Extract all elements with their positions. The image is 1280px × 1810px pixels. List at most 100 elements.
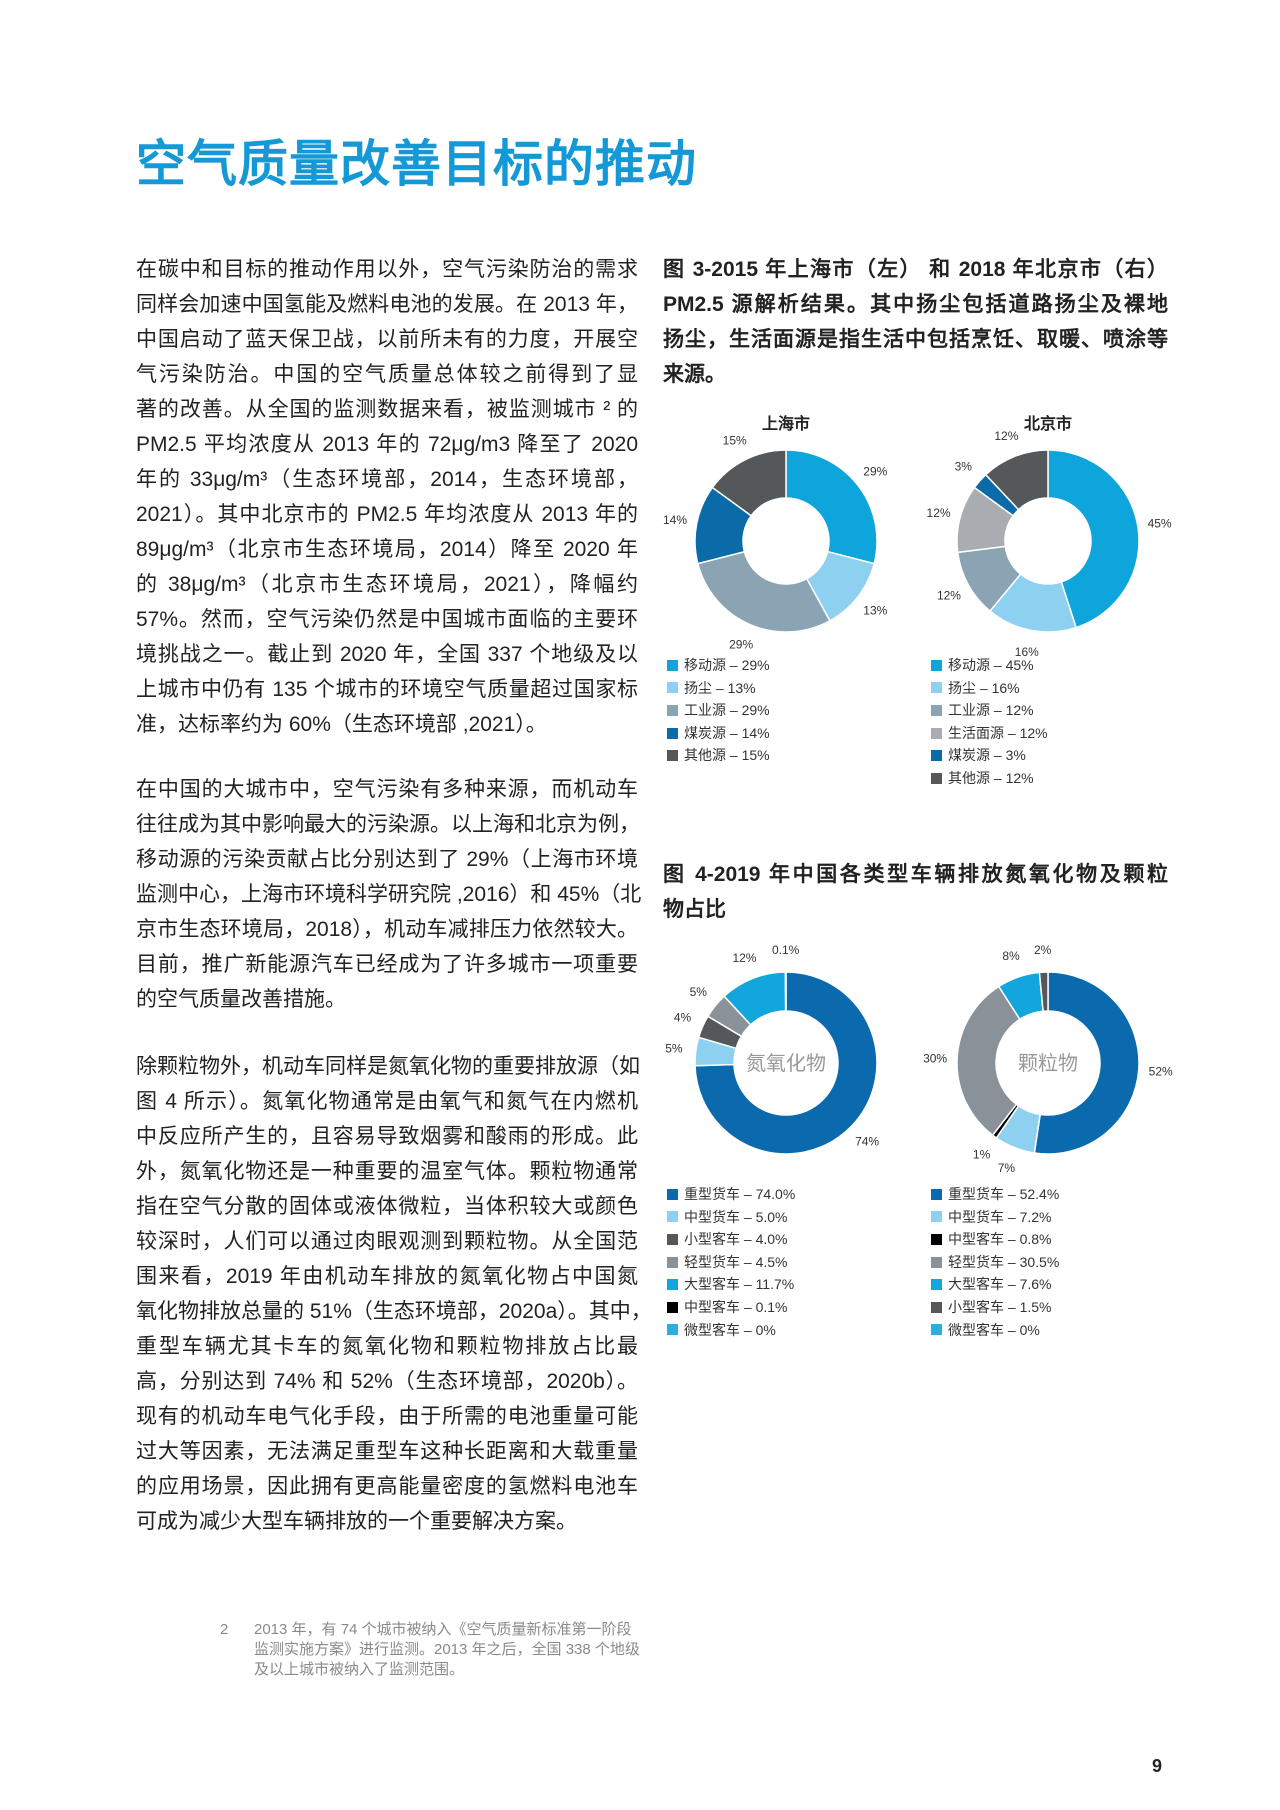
legend-item: 移动源 – 29% xyxy=(667,654,770,677)
text-line: 上城市中仍有 135 个城市的环境空气质量超过国家标 xyxy=(136,678,638,701)
legend-swatch xyxy=(931,682,942,694)
data-label: 5% xyxy=(665,1042,683,1056)
legend-swatch xyxy=(667,704,678,716)
text-line: 中反应所产生的，且容易导致烟雾和酸雨的形成。此 xyxy=(136,1125,638,1148)
data-label: 12% xyxy=(994,429,1018,443)
text-line: 图 4 所示）。氮氧化物通常是由氧气和氮气在内燃机 xyxy=(136,1090,638,1113)
legend-swatch xyxy=(931,659,942,671)
legend-label: 扬尘 – 13% xyxy=(684,679,756,696)
chart-title: 北京市 xyxy=(1023,416,1073,433)
text-line: 高，分别达到 74% 和 52%（生态环境部，2020b）。 xyxy=(136,1370,638,1393)
legend-swatch xyxy=(667,659,678,671)
text-line: 围来看，2019 年由机动车排放的氮氧化物占中国氮 xyxy=(136,1265,638,1288)
legend-item: 扬尘 – 13% xyxy=(667,677,770,700)
legend-item: 大型客车 – 11.7% xyxy=(667,1273,795,1296)
text-line: 的应用场景，因此拥有更高能量密度的氢燃料电池车 xyxy=(136,1475,638,1498)
text-line: 监测中心，上海市环境科学研究院 ,2016）和 45%（北 xyxy=(136,883,642,906)
caption-line: 来源。 xyxy=(663,363,726,386)
legend-label: 重型货车 – 74.0% xyxy=(684,1186,796,1202)
legend-swatch xyxy=(931,1279,942,1291)
data-label: 13% xyxy=(863,603,887,617)
caption-line: PM2.5 源解析结果。其中扬尘包括道路扬尘及裸地 xyxy=(663,293,1168,316)
donut-chart: 29% 13% 29% 14% 15% xyxy=(663,433,888,651)
legend-label: 移动源 – 29% xyxy=(684,657,770,673)
legend-label: 微型客车 – 0% xyxy=(948,1321,1040,1338)
legend-label: 移动源 – 45% xyxy=(948,657,1034,673)
data-label: 74% xyxy=(855,1135,879,1149)
legend-swatch xyxy=(931,1233,942,1245)
donut-slice xyxy=(711,449,787,517)
paragraph: 在碳中和目标的推动作用以外，空气污染防治的需求 同样会加速中国氢能及燃料电池的发展… xyxy=(136,252,638,742)
data-label: 45% xyxy=(1148,516,1172,530)
text-line: 较深时，人们可以通过肉眼观测到颗粒物。从全国范 xyxy=(136,1230,638,1253)
donut-slice xyxy=(785,449,878,565)
footnote-text: 2013 年，有 74 个城市被纳入《空气质量新标准第一阶段监测实施方案》进行监… xyxy=(254,1621,640,1678)
legend-item: 其他源 – 15% xyxy=(667,744,770,767)
legend-swatch xyxy=(931,772,942,784)
text-line: 可成为减少大型车辆排放的一个重要解决方案。 xyxy=(136,1510,577,1533)
text-line: 著的改善。从全国的监测数据来看，被监测城市 ² 的 xyxy=(136,398,638,421)
text-line: PM2.5 平均浓度从 2013 年的 72μg/m3 降至了 2020 xyxy=(136,433,638,456)
data-label: 7% xyxy=(998,1161,1016,1175)
legend-swatch xyxy=(667,1233,678,1245)
chart-legend: 重型货车 – 74.0% 中型货车 – 5.0% 小型客车 – 4.0% 轻型货车 –… xyxy=(667,1183,795,1341)
caption-line: 扬尘，生活面源是指生活中包括烹饪、取暖、喷涂等 xyxy=(663,328,1168,351)
donut-slice xyxy=(1038,971,1049,1013)
legend-item: 微型客车 – 0% xyxy=(667,1319,795,1342)
legend-swatch xyxy=(667,727,678,739)
legend-item: 中型客车 – 0.8% xyxy=(931,1228,1059,1251)
legend-label: 大型客车 – 7.6% xyxy=(948,1276,1052,1293)
text-line: 的 38μg/m³（北京市生态环境局，2021），降幅约 xyxy=(136,573,638,596)
legend-item: 移动源 – 45% xyxy=(931,654,1048,677)
data-label: 30% xyxy=(923,1051,947,1065)
legend-label: 煤炭源 – 14% xyxy=(684,724,770,741)
figure-3-caption: 图 3-2015 年上海市（左） 和 2018 年北京市（右） PM2.5 源解析… xyxy=(663,252,1168,392)
legend-item: 小型客车 – 4.0% xyxy=(667,1228,795,1251)
data-label: 14% xyxy=(663,513,687,527)
chart-legend: 移动源 – 29% 扬尘 – 13% 工业源 – 29% 煤炭源 – 14% 其他源 –… xyxy=(667,654,770,767)
paragraph: 除颗粒物外，机动车同样是氮氧化物的重要排放源（如图 4 所示）。氮氧化物通常是由… xyxy=(136,1049,652,1539)
donut-slice xyxy=(694,971,878,1155)
legend-item: 煤炭源 – 14% xyxy=(667,722,770,745)
legend-label: 重型货车 – 52.4% xyxy=(948,1186,1060,1202)
legend-swatch xyxy=(667,1279,678,1291)
chart-legend: 重型货车 – 52.4% 中型货车 – 7.2% 中型客车 – 0.8% 轻型货车 –… xyxy=(931,1183,1059,1341)
legend-swatch xyxy=(667,1256,678,1268)
legend-item: 工业源 – 29% xyxy=(667,699,770,722)
legend-swatch xyxy=(931,1188,942,1200)
donut-chart: 45% 16% 12% 12% 3% 12% xyxy=(927,429,1172,659)
text-line: 中国启动了蓝天保卫战，以前所未有的力度，开展空 xyxy=(136,328,638,351)
donut-slice xyxy=(1047,449,1140,629)
legend-item: 其他源 – 12% xyxy=(931,767,1048,790)
text-line: 移动源的污染贡献占比分别达到了 29%（上海市环境 xyxy=(136,848,638,871)
legend-label: 轻型货车 – 30.5% xyxy=(948,1253,1060,1270)
text-line: 京市生态环境局，2018），机动车减排压力依然较大。 xyxy=(136,918,638,941)
text-line: 指在空气分散的固体或液体微粒，当体积较大或颜色 xyxy=(136,1195,638,1218)
legend-label: 工业源 – 29% xyxy=(684,702,770,719)
donut-slice xyxy=(984,449,1049,511)
legend-item: 轻型货车 – 30.5% xyxy=(931,1251,1059,1274)
caption-line: 图 3-2015 年上海市（左） 和 2018 年北京市（右） xyxy=(663,258,1168,281)
legend-label: 中型货车 – 5.0% xyxy=(684,1208,788,1225)
data-label: 2% xyxy=(1034,943,1052,957)
text-line: 除颗粒物外，机动车同样是氮氧化物的重要排放源（如 xyxy=(136,1055,640,1078)
center-label: 颗粒物 xyxy=(1018,1051,1078,1075)
legend-item: 扬尘 – 16% xyxy=(931,677,1048,700)
legend-swatch xyxy=(931,750,942,762)
legend-item: 煤炭源 – 3% xyxy=(931,744,1048,767)
legend-swatch xyxy=(931,727,942,739)
data-label: 12% xyxy=(732,951,756,965)
legend-item: 微型客车 – 0% xyxy=(931,1319,1059,1342)
text-line: 过大等因素，无法满足重型车这种长距离和大载重量 xyxy=(136,1440,638,1463)
data-label: 1% xyxy=(973,1147,991,1161)
legend-swatch xyxy=(931,1301,942,1313)
text-line: 的空气质量改善措施。 xyxy=(136,988,346,1011)
chart-legend: 移动源 – 45% 扬尘 – 16% 工业源 – 12% 生活面源 – 12% 煤炭源 … xyxy=(931,654,1048,790)
data-label: 4% xyxy=(674,1011,692,1025)
data-label: 12% xyxy=(927,506,951,520)
paragraph: 在中国的大城市中，空气污染有多种来源，而机动车 往往成为其中影响最大的污染源。以上… xyxy=(136,772,642,1017)
legend-item: 重型货车 – 74.0% xyxy=(667,1183,795,1206)
legend-swatch xyxy=(667,1188,678,1200)
legend-swatch xyxy=(667,1324,678,1336)
page-title: 空气质量改善目标的推动 xyxy=(136,136,697,192)
